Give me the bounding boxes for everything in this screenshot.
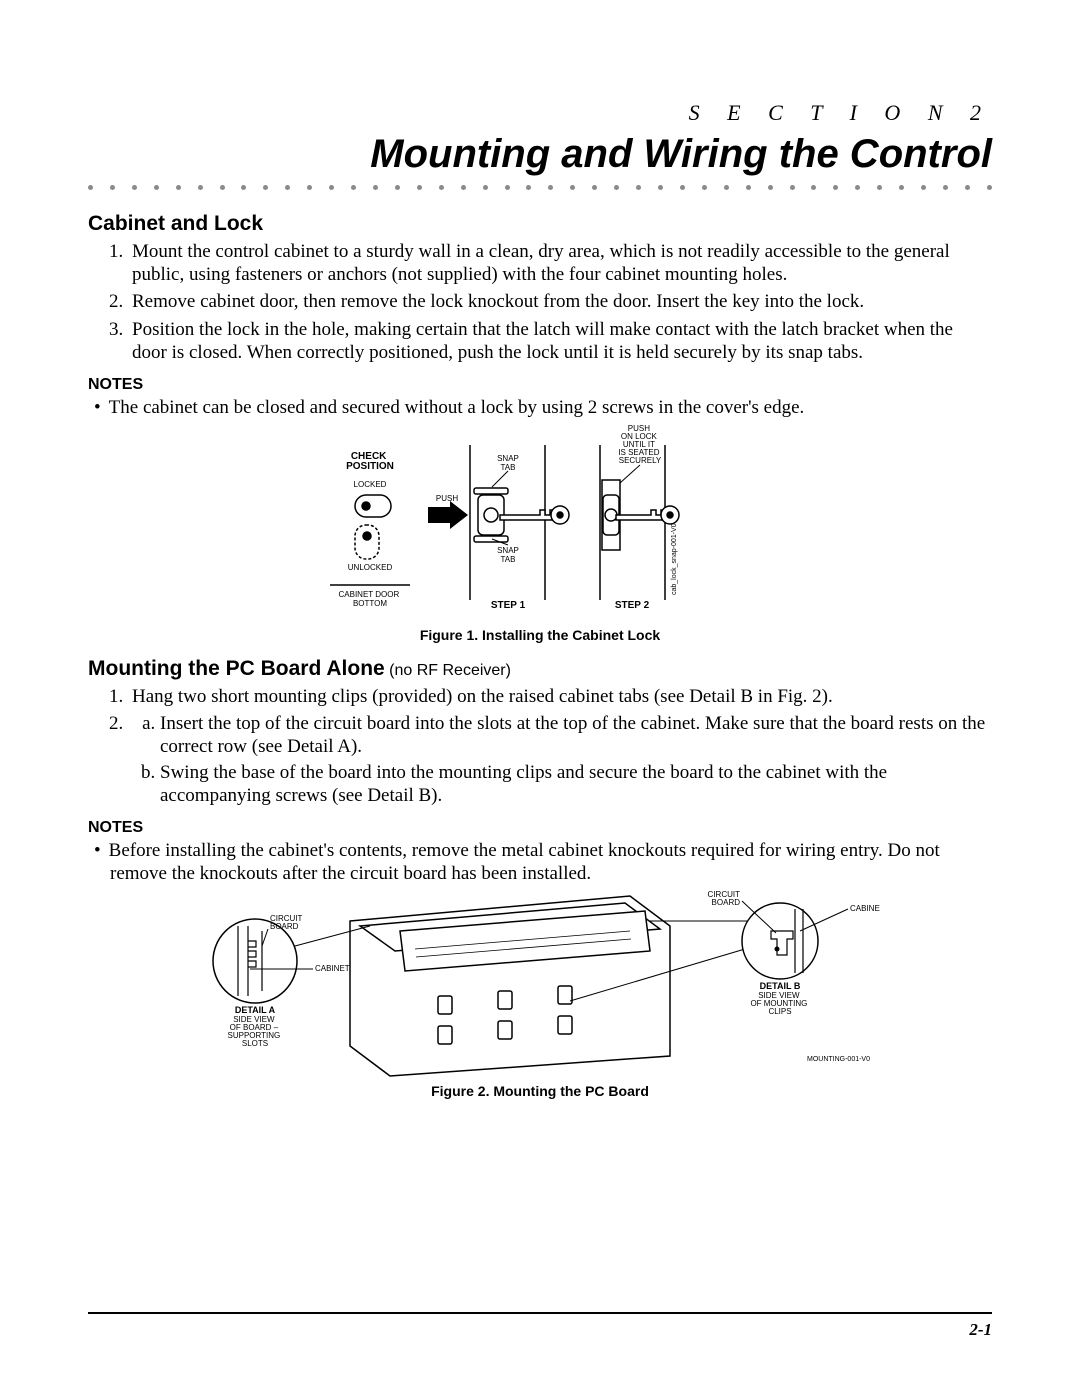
footer-rule <box>88 1312 992 1314</box>
fig2-detail-b-desc: SIDE VIEW OF MOUNTING CLIPS <box>750 991 809 1016</box>
note-item: The cabinet can be closed and secured wi… <box>110 396 992 419</box>
figure-2: CIRCUITBOARD CABINET DETAIL A SIDE VIEW … <box>88 891 992 1081</box>
list-item: Insert the top of the circuit board into… <box>160 712 992 758</box>
fig2-cabinet-l: CABINET <box>315 964 350 973</box>
fig2-detail-a-desc: SIDE VIEW OF BOARD – SUPPORTING SLOTS <box>228 1015 283 1048</box>
notes-label: NOTES <box>88 376 992 394</box>
figure-1: CHECK POSITION LOCKED UNLOCKED CABINET D… <box>88 425 992 625</box>
heading-mounting-pcb: Mounting the PC Board Alone (no RF Recei… <box>88 657 992 681</box>
fig1-push: PUSH <box>436 494 458 503</box>
section-label: S E C T I O N 2 <box>88 100 992 126</box>
list-item: Position the lock in the hole, making ce… <box>128 318 992 364</box>
heading-sub: (no RF Receiver) <box>385 662 511 679</box>
figure-1-svg: CHECK POSITION LOCKED UNLOCKED CABINET D… <box>320 425 760 625</box>
fig1-drawing-no: cab_lock_snap-001-V0 <box>671 523 678 595</box>
list-mounting-pcb: Hang two short mounting clips (provided)… <box>88 685 992 807</box>
fig2-cabinet-r: CABINET <box>850 904 880 913</box>
notes-label: NOTES <box>88 819 992 837</box>
heading-cabinet-lock: Cabinet and Lock <box>88 212 992 236</box>
list-item: Remove cabinet door, then remove the loc… <box>128 290 992 313</box>
fig1-step2: STEP 2 <box>615 600 650 611</box>
fig2-drawing-no: MOUNTING-001-V0 <box>807 1056 870 1063</box>
list-item: Swing the base of the board into the mou… <box>160 761 992 807</box>
fig2-circuit-board-r: CIRCUITBOARD <box>708 891 741 907</box>
list-item: Hang two short mounting clips (provided)… <box>128 685 992 708</box>
page-title: Mounting and Wiring the Control <box>88 132 992 177</box>
list-item: Mount the control cabinet to a sturdy wa… <box>128 240 992 286</box>
figure-1-caption: Figure 1. Installing the Cabinet Lock <box>88 627 992 643</box>
fig1-check-position: CHECK POSITION <box>346 451 394 472</box>
document-page: S E C T I O N 2 Mounting and Wiring the … <box>0 0 1080 1397</box>
figure-2-svg: CIRCUITBOARD CABINET DETAIL A SIDE VIEW … <box>200 891 880 1081</box>
heading-text: Mounting the PC Board Alone <box>88 657 385 680</box>
arrow-icon <box>428 501 468 529</box>
note-item: Before installing the cabinet's contents… <box>110 839 992 885</box>
list-item: Insert the top of the circuit board into… <box>128 712 992 807</box>
fig1-step1: STEP 1 <box>491 600 526 611</box>
fig2-detail-b: DETAIL B <box>760 981 801 991</box>
fig1-snap-tab: SNAPTAB <box>497 546 519 564</box>
divider-dots <box>88 185 992 190</box>
fig2-detail-a: DETAIL A <box>235 1005 276 1015</box>
fig1-cab-door-bottom: CABINET DOOR BOTTOM <box>339 590 402 608</box>
list-cabinet-lock: Mount the control cabinet to a sturdy wa… <box>88 240 992 364</box>
fig1-locked: LOCKED <box>354 480 387 489</box>
fig2-circuit-board-l: CIRCUITBOARD <box>270 914 303 931</box>
page-number: 2-1 <box>88 1320 992 1340</box>
page-footer: 2-1 <box>88 1312 992 1357</box>
fig1-unlocked: UNLOCKED <box>348 563 393 572</box>
figure-2-caption: Figure 2. Mounting the PC Board <box>88 1083 992 1099</box>
fig1-push-on-lock: PUSH ON LOCK UNTIL IT IS SEATED SECURELY <box>618 425 662 465</box>
fig1-snap-tab: SNAPTAB <box>497 454 519 472</box>
notes-list: Before installing the cabinet's contents… <box>88 839 992 885</box>
notes-list: The cabinet can be closed and secured wi… <box>88 396 992 419</box>
